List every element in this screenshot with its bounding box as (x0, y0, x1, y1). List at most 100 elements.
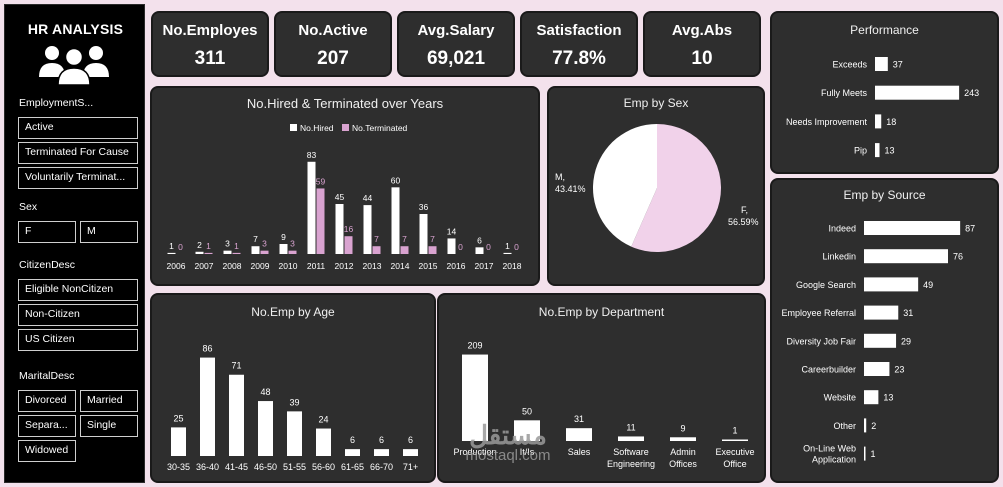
value-label-careerbuilder: 23 (894, 365, 904, 375)
label-hired-2015: 36 (419, 202, 429, 212)
value-label-51-55: 39 (289, 397, 299, 407)
tick-label-36-40: 36-40 (196, 462, 219, 472)
bar-hired-2010 (279, 244, 288, 254)
label-terminated-2016: 0 (458, 242, 463, 252)
dept-chart-title: No.Emp by Department (538, 305, 665, 319)
marital-slicer-title: MaritalDesc (19, 370, 75, 382)
bar-hired-2007 (195, 251, 204, 254)
pie-slice-f (631, 124, 721, 252)
pie-value-m: 43.41% (555, 184, 586, 194)
bar-66-70 (374, 449, 389, 456)
category-label-on-line-web-application-1: Application (812, 455, 856, 465)
label-hired-2013: 44 (363, 193, 373, 203)
label-hired-2009: 7 (253, 234, 258, 244)
watermark: مستقل mostaql.com (448, 422, 568, 464)
watermark-latin: mostaql.com (465, 447, 551, 464)
category-label-website: Website (824, 393, 856, 403)
bar-it-is (514, 420, 540, 441)
slicer-active[interactable]: Active (18, 117, 138, 139)
tick-year-2009: 2009 (251, 261, 270, 271)
bar-terminated-2014 (400, 246, 409, 254)
bar-hired-2013 (363, 205, 372, 254)
bar-terminated-2008 (232, 252, 241, 254)
bar-terminated-2007 (204, 252, 213, 254)
label-terminated-2012: 16 (344, 224, 354, 234)
value-label-66-70: 6 (379, 435, 384, 445)
sex-slicer-title: Sex (19, 201, 38, 213)
label-hired-2011: 83 (307, 150, 317, 160)
label-hired-2008: 3 (225, 239, 230, 249)
tick-label-production: Production (453, 447, 496, 457)
value-label-google-search: 49 (923, 280, 933, 290)
slicer-terminated-for-cause[interactable]: Terminated For Cause (18, 142, 138, 164)
value-label-46-50: 48 (260, 387, 270, 397)
age-panel: No.Emp by Age 25 30-35 86 36-40 71 41-45 48 46-… (150, 293, 436, 483)
slicer-m[interactable]: M (80, 221, 138, 243)
tick-year-2017: 2017 (475, 261, 494, 271)
bar-terminated-2015 (428, 246, 437, 254)
kpi-label: Satisfaction (536, 22, 622, 39)
slicer-eligible-noncitizen[interactable]: Eligible NonCitizen (18, 279, 138, 301)
bar-36-40 (200, 357, 215, 456)
source-chart-title: Emp by Source (843, 188, 926, 202)
tick-year-2007: 2007 (195, 261, 214, 271)
label-terminated-2008: 1 (234, 241, 239, 251)
bar-other (864, 418, 867, 433)
slicer-non-citizen[interactable]: Non-Citizen (18, 304, 138, 326)
bar-on-line-web-application (864, 446, 866, 461)
bar-56-60 (316, 428, 331, 456)
department-panel: No.Emp by Department 209 Production 50 It/I… (437, 293, 766, 483)
age-chart: 25 30-35 86 36-40 71 41-45 48 46-50 39 51-55 24 56-… (167, 344, 418, 472)
tick-year-2011: 2011 (307, 261, 326, 271)
bar-production (462, 354, 488, 441)
category-label-diversity-job-fair: Diversity Job Fair (786, 336, 856, 346)
label-hired-2017: 6 (477, 235, 482, 245)
source-chart: Indeed 87 Linkedin 76 Google Search 49 Employe… (781, 221, 975, 465)
kpi-label: Avg.Salary (417, 22, 495, 39)
bar-hired-2016 (447, 238, 456, 254)
label-terminated-2014: 7 (402, 234, 407, 244)
tick-year-2010: 2010 (279, 261, 298, 271)
slicer-married[interactable]: Married (80, 390, 138, 412)
slicer-divorced[interactable]: Divorced (18, 390, 76, 412)
value-label-pip: 13 (885, 146, 895, 156)
value-label-41-45: 71 (231, 361, 241, 371)
category-label-indeed: Indeed (828, 224, 856, 234)
kpi-value: 10 (691, 48, 713, 69)
bar-needs-improvement (875, 114, 882, 129)
slicer-voluntarily-terminated[interactable]: Voluntarily Terminat... (18, 167, 138, 189)
category-label-employee-referral: Employee Referral (781, 308, 856, 318)
label-terminated-2010: 3 (290, 239, 295, 249)
bar-employee-referral (864, 305, 899, 320)
value-label-website: 13 (883, 393, 893, 403)
citizen-slicer-title: CitizenDesc (19, 259, 76, 271)
bar-hired-2017 (475, 247, 484, 254)
value-label-36-40: 86 (202, 344, 212, 354)
slicer-separated[interactable]: Separa... (18, 415, 76, 437)
slicer-f[interactable]: F (18, 221, 76, 243)
value-label-it-is: 50 (522, 406, 532, 416)
value-label-executive-office: 1 (732, 426, 737, 436)
watermark-arabic: مستقل (469, 420, 547, 450)
value-label-software-engineering: 11 (626, 422, 635, 432)
bar-hired-2011 (307, 161, 316, 254)
slicer-us-citizen[interactable]: US Citizen (18, 329, 138, 351)
pie-label-f: F, (741, 205, 748, 215)
kpi-card-satisfaction: Satisfaction 77.8% (520, 11, 638, 77)
tick-year-2014: 2014 (391, 261, 410, 271)
tick-label-30-35: 30-35 (167, 462, 190, 472)
bar-71 (403, 449, 418, 456)
label-terminated-2009: 3 (262, 239, 267, 249)
tick-label-61-65: 61-65 (341, 462, 364, 472)
label-hired-2012: 45 (335, 192, 345, 202)
category-label-on-line-web-application: On-Line Web (803, 444, 856, 454)
slicer-widowed[interactable]: Widowed (18, 440, 76, 462)
sex-chart: M, 43.41% F, 56.59% (555, 124, 759, 252)
value-label-indeed: 87 (965, 224, 975, 234)
bar-linkedin (864, 249, 948, 264)
sidebar: HR ANALYSIS EmploymentS... Active Termin… (4, 4, 145, 483)
kpi-label: Avg.Abs (671, 22, 733, 39)
slicer-single[interactable]: Single (80, 415, 138, 437)
employment-slicer-title: EmploymentS... (19, 97, 94, 109)
